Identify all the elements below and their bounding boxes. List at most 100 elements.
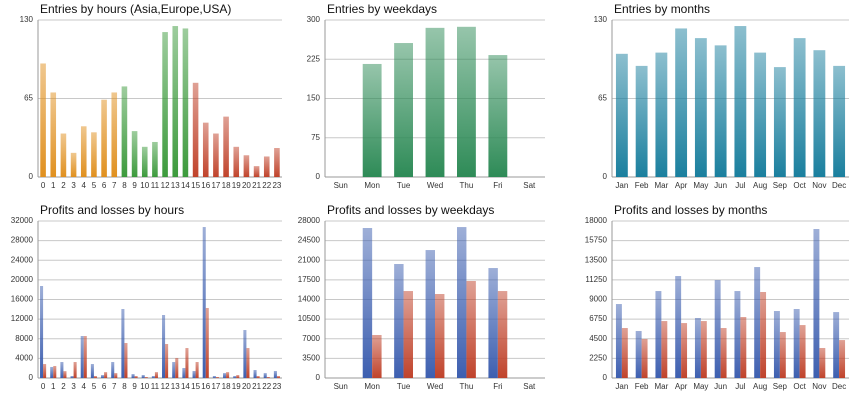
bar — [833, 65, 846, 177]
x-tick-label: Nov — [812, 181, 826, 190]
bar — [60, 362, 64, 378]
y-tick-label: 0 — [603, 373, 608, 382]
bar — [124, 343, 128, 378]
bar — [760, 291, 767, 378]
x-tick-label: Tue — [397, 181, 411, 190]
bar — [635, 330, 642, 378]
bar — [111, 362, 115, 378]
x-tick-label: 1 — [51, 181, 56, 190]
x-tick-label: Jan — [615, 181, 628, 190]
bar — [144, 377, 148, 378]
x-tick-label: May — [693, 181, 708, 190]
x-tick-label: 14 — [181, 181, 190, 190]
y-tick-label: 21000 — [298, 255, 321, 264]
bar — [615, 304, 622, 378]
y-tick-label: 65 — [598, 94, 607, 103]
bar — [720, 328, 727, 378]
bar — [675, 276, 682, 378]
x-tick-label: 21 — [252, 181, 261, 190]
bar — [226, 372, 230, 378]
y-tick-label: 300 — [307, 15, 321, 24]
y-tick-label: 6750 — [589, 314, 607, 323]
x-tick-label: Mar — [654, 181, 668, 190]
y-tick-label: 15750 — [585, 236, 608, 245]
bar — [162, 315, 166, 378]
x-tick-label: 10 — [140, 181, 149, 190]
x-tick-label: Sat — [523, 382, 536, 391]
y-tick-label: 28000 — [11, 236, 34, 245]
x-tick-label: Jan — [615, 382, 628, 391]
chart-title: Profits and losses by hours — [40, 203, 184, 217]
bar — [488, 268, 498, 378]
x-tick-label: Oct — [793, 382, 806, 391]
bar — [779, 332, 786, 378]
bar — [195, 362, 199, 378]
x-tick-label: 19 — [232, 181, 241, 190]
x-tick-label: 4 — [82, 382, 87, 391]
bar — [362, 228, 373, 378]
bar — [101, 99, 107, 177]
chart-title: Profits and losses by weekdays — [327, 203, 494, 217]
bar — [172, 26, 179, 177]
bar — [362, 63, 382, 177]
bar — [192, 82, 199, 177]
y-tick-label: 10500 — [298, 314, 321, 323]
bar — [734, 26, 747, 177]
bar — [276, 376, 280, 378]
bar — [162, 32, 168, 178]
bar — [101, 375, 105, 378]
x-tick-label: Aug — [753, 382, 767, 391]
x-tick-label: 8 — [122, 181, 127, 190]
x-tick-label: Tue — [397, 382, 411, 391]
bar — [70, 152, 77, 177]
y-tick-label: 0 — [316, 373, 321, 382]
x-tick-label: 1 — [51, 382, 56, 391]
bar — [236, 375, 240, 378]
y-tick-label: 4500 — [589, 334, 607, 343]
x-tick-label: 17 — [211, 382, 220, 391]
bar — [172, 362, 176, 378]
bar — [121, 86, 128, 177]
x-tick-label: Apr — [675, 382, 688, 391]
y-tick-label: 2250 — [589, 353, 607, 362]
bar — [141, 375, 145, 378]
x-tick-label: 21 — [252, 382, 261, 391]
chart-title: Entries by months — [614, 2, 710, 16]
y-tick-label: 0 — [316, 172, 321, 181]
x-tick-label: Thu — [460, 382, 474, 391]
bar — [223, 373, 227, 378]
bar — [274, 148, 280, 177]
y-tick-label: 65 — [24, 94, 33, 103]
x-tick-label: Fri — [493, 181, 503, 190]
x-tick-label: Sat — [523, 181, 536, 190]
bar — [813, 50, 826, 177]
bar — [394, 43, 413, 177]
chart-title: Entries by hours (Asia,Europe,USA) — [40, 2, 231, 16]
bar — [799, 325, 806, 378]
bar — [205, 307, 209, 378]
y-tick-label: 9000 — [589, 295, 607, 304]
bar — [793, 38, 806, 177]
x-tick-label: 12 — [161, 181, 170, 190]
bar — [202, 227, 206, 378]
x-tick-label: 13 — [171, 382, 180, 391]
bar — [63, 371, 67, 378]
bar — [621, 328, 628, 378]
bar — [40, 286, 44, 378]
x-tick-label: 9 — [132, 181, 137, 190]
x-tick-label: 10 — [140, 382, 149, 391]
y-tick-label: 4000 — [15, 353, 33, 362]
y-tick-label: 7000 — [302, 334, 320, 343]
y-tick-label: 20000 — [11, 275, 34, 284]
bar — [134, 376, 138, 378]
bar — [154, 372, 158, 378]
bar — [661, 321, 668, 378]
x-tick-label: Mar — [654, 382, 668, 391]
x-tick-label: Sep — [773, 382, 788, 391]
x-tick-label: 7 — [112, 181, 117, 190]
bar — [641, 339, 648, 378]
x-tick-label: Wed — [427, 382, 443, 391]
bar — [175, 357, 179, 378]
x-tick-label: Feb — [635, 382, 649, 391]
bar — [80, 336, 84, 378]
